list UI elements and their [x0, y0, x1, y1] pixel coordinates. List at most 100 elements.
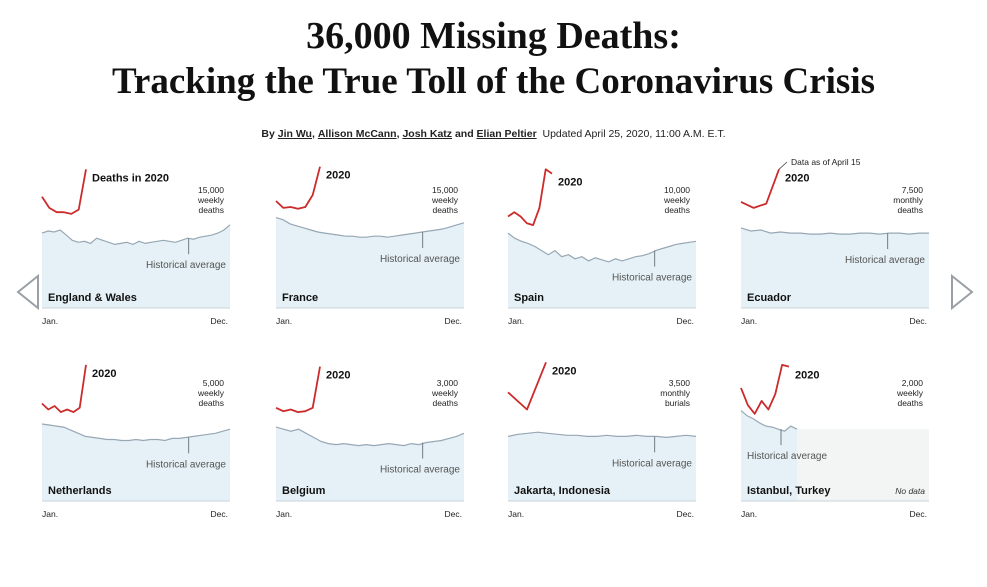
country-name: Spain — [514, 292, 544, 304]
chart-svg: Historical average 2020 3,500monthlyburial… — [507, 361, 697, 519]
historical-average-label: Historical average — [612, 273, 692, 284]
axis-start-label: Jan. — [741, 509, 757, 519]
country-name: Istanbul, Turkey — [747, 485, 831, 497]
deaths-2020-line — [740, 168, 780, 209]
unit-label: weekly — [896, 388, 924, 398]
historical-line — [275, 426, 465, 447]
axis-start-label: Jan. — [741, 316, 757, 326]
historical-line — [41, 423, 231, 442]
note-leader — [778, 161, 788, 170]
unit-label: monthly — [660, 388, 691, 398]
unit-label: deaths — [897, 205, 923, 215]
unit-label: deaths — [432, 398, 458, 408]
previous-button[interactable] — [14, 272, 42, 312]
historical-area — [276, 427, 464, 501]
axis-end-label: Dec. — [910, 509, 927, 519]
historical-line — [740, 227, 929, 235]
byline-comma: , — [311, 128, 315, 140]
axis-start-label: Jan. — [508, 509, 524, 519]
unit-label: deaths — [897, 398, 923, 408]
axis-start-label: Jan. — [42, 509, 58, 519]
unit-label: 2,000 — [902, 378, 924, 388]
byline-by: By — [261, 128, 275, 140]
unit-label: monthly — [893, 195, 924, 205]
unit-label: weekly — [663, 195, 691, 205]
next-button[interactable] — [948, 272, 976, 312]
historical-average-label: Historical average — [845, 255, 925, 266]
axis-end-label: Dec. — [677, 316, 694, 326]
deaths-2020-line — [507, 361, 547, 411]
unit-label: deaths — [198, 398, 224, 408]
author-link[interactable]: Allison McCann — [317, 128, 397, 140]
historical-average-label: Historical average — [747, 451, 827, 462]
country-chart: Historical average 2020 3,500 monthly burial… — [507, 358, 697, 525]
axis-end-label: Dec. — [211, 509, 228, 519]
unit-label: 10,000 — [664, 185, 690, 195]
year-label: 2020 — [326, 370, 350, 382]
year-label: Deaths in 2020 — [92, 172, 169, 184]
year-label: 2020 — [795, 370, 819, 382]
historical-average-label: Historical average — [380, 465, 460, 476]
historical-line — [41, 224, 231, 246]
triangle-right-icon — [951, 273, 974, 311]
axis-start-label: Jan. — [276, 316, 292, 326]
unit-label: weekly — [431, 388, 459, 398]
historical-average-label: Historical average — [612, 458, 692, 469]
author-link[interactable]: Elian Peltier — [476, 128, 537, 140]
author-link[interactable]: Jin Wu — [277, 128, 312, 140]
unit-label: weekly — [431, 195, 459, 205]
country-chart: Historical average 2020 Data as of April 1… — [740, 157, 929, 332]
author-link[interactable]: Josh Katz — [402, 128, 453, 140]
axis-end-label: Dec. — [211, 316, 228, 326]
triangle-left-icon — [16, 273, 39, 311]
historical-average-label: Historical average — [146, 260, 226, 271]
country-chart: Historical average 2020 10,000 weekly deaths… — [507, 165, 697, 332]
historical-area — [276, 217, 464, 308]
historical-area — [741, 410, 797, 501]
no-data-area — [797, 429, 929, 501]
no-data-label: No data — [895, 486, 925, 496]
country-name: Ecuador — [747, 292, 792, 304]
historical-line — [740, 410, 798, 432]
country-name: Belgium — [282, 485, 326, 497]
deaths-2020-line — [41, 364, 87, 413]
country-chart: Historical average 2020 2,000 weekly deaths I… — [740, 358, 929, 525]
year-label: 2020 — [558, 177, 582, 189]
axis-end-label: Dec. — [677, 509, 694, 519]
country-name: England & Wales — [48, 292, 137, 304]
chart-svg: Historical average 2020 10,000weeklydeaths… — [507, 168, 697, 326]
year-label: 2020 — [92, 368, 116, 380]
unit-label: 3,000 — [437, 378, 459, 388]
historical-line — [275, 217, 465, 238]
unit-label: 3,500 — [669, 378, 691, 388]
byline-comma: , — [396, 128, 400, 140]
year-label: 2020 — [326, 170, 350, 182]
historical-area — [508, 233, 696, 308]
updated-timestamp: Updated April 25, 2020, 11:00 A.M. E.T. — [542, 128, 726, 140]
unit-label: weekly — [197, 388, 225, 398]
unit-label: 5,000 — [203, 378, 225, 388]
axis-start-label: Jan. — [508, 316, 524, 326]
historical-area — [741, 227, 929, 308]
byline-and: and — [454, 128, 474, 140]
unit-label: deaths — [198, 205, 224, 215]
historical-average-label: Historical average — [380, 254, 460, 265]
byline: By Jin Wu, Allison McCann, Josh Katz and… — [0, 128, 987, 140]
historical-area — [42, 224, 230, 308]
unit-label: deaths — [432, 205, 458, 215]
country-name: France — [282, 292, 318, 304]
deaths-2020-line — [275, 366, 321, 413]
historical-line — [507, 431, 697, 439]
unit-label: 15,000 — [432, 185, 458, 195]
deaths-2020-line — [41, 169, 87, 215]
historical-area — [508, 432, 696, 501]
year-label: 2020 — [552, 365, 576, 377]
headline-line-2: Tracking the True Toll of the Coronaviru… — [111, 61, 876, 102]
axis-end-label: Dec. — [445, 509, 462, 519]
historical-line — [507, 232, 697, 263]
unit-label: 15,000 — [198, 185, 224, 195]
unit-label: 7,500 — [902, 185, 924, 195]
